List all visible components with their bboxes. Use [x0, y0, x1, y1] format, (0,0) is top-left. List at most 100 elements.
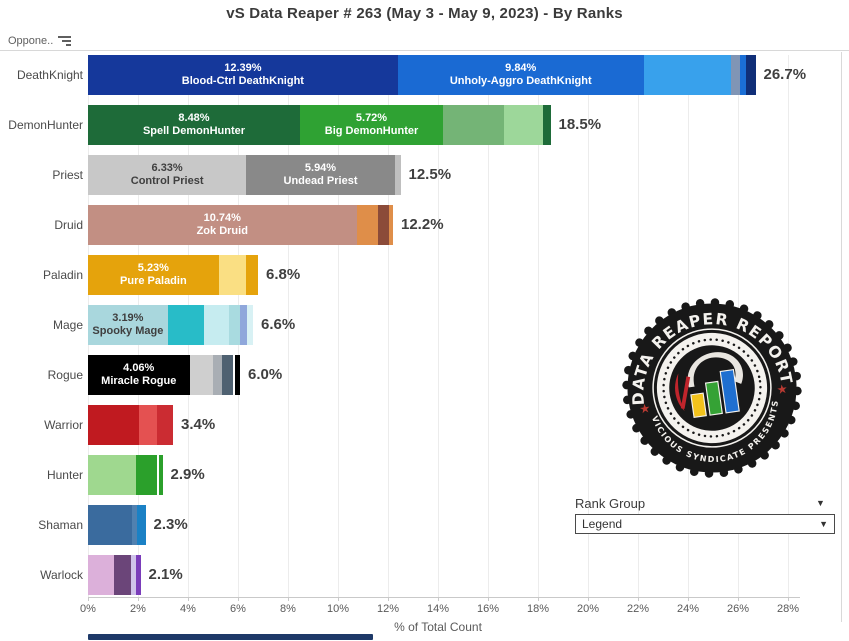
bar-segment[interactable]	[130, 555, 136, 595]
bar-segment[interactable]	[246, 255, 258, 295]
tick-mark	[238, 597, 239, 601]
bar-segment[interactable]	[218, 255, 247, 295]
x-tick-label: 2%	[130, 603, 146, 615]
bar-row: 10.74% Zok Druid 12.2%	[88, 205, 444, 245]
bar-segment[interactable]	[136, 505, 146, 545]
bar-segment[interactable]	[88, 455, 136, 495]
x-tick-label: 20%	[576, 603, 600, 615]
class-label: Warrior	[44, 418, 83, 432]
class-label: Warlock	[40, 568, 83, 582]
tick-mark	[88, 597, 89, 601]
bar-segment[interactable]: 5.72% Big DemonHunter	[300, 105, 443, 145]
class-label: Druid	[54, 218, 83, 232]
header-divider	[0, 50, 849, 51]
bar-segment[interactable]	[88, 505, 132, 545]
bar-row: 3.4%	[88, 405, 215, 445]
bar-segment-label: 8.48% Spell DemonHunter	[142, 112, 246, 137]
class-label: Paladin	[42, 268, 83, 282]
x-tick-label: 26%	[726, 603, 750, 615]
bar-segment[interactable]: 10.74% Zok Druid	[88, 205, 357, 245]
bar-segment[interactable]	[139, 405, 158, 445]
bar-segment[interactable]	[229, 305, 241, 345]
rank-group-dropdown[interactable]: Legend ▼	[575, 514, 835, 534]
bar-segment[interactable]	[356, 205, 378, 245]
bar-segment[interactable]: 8.48% Spell DemonHunter	[88, 105, 300, 145]
bar-segment[interactable]	[394, 155, 401, 195]
bar-segment[interactable]	[740, 55, 747, 95]
rank-group-chevron-down-icon[interactable]: ▼	[816, 498, 825, 508]
tick-mark	[438, 597, 439, 601]
bar-row: 2.3%	[88, 505, 188, 545]
bar-segment[interactable]: 6.33% Control Priest	[88, 155, 247, 195]
bar-segment[interactable]	[746, 55, 756, 95]
bar-segment[interactable]: 3.19% Spooky Mage	[88, 305, 168, 345]
bar-segment[interactable]	[246, 305, 253, 345]
x-axis-title: % of Total Count	[394, 620, 482, 634]
bar-segment[interactable]	[189, 355, 214, 395]
bar-segment[interactable]	[88, 405, 140, 445]
bar-segment[interactable]	[377, 205, 389, 245]
bar-segment[interactable]	[233, 355, 240, 395]
bar-segment-label: 6.33% Control Priest	[130, 162, 204, 187]
gridline	[588, 55, 589, 597]
bar-segment-label: 9.84% Unholy-Aggro DeathKnight	[449, 62, 592, 87]
bar-segment[interactable]	[504, 105, 543, 145]
bar-total-label: 2.3%	[153, 516, 188, 533]
class-label: DeathKnight	[16, 68, 83, 82]
sort-descending-icon[interactable]	[58, 35, 72, 47]
bar-row: 6.33% Control Priest 5.94% Undead Priest 12.…	[88, 155, 451, 195]
bar-segment[interactable]	[731, 55, 740, 95]
gridline	[638, 55, 639, 597]
class-label: Shaman	[38, 518, 83, 532]
bar-segment[interactable]	[114, 555, 131, 595]
bar-segment[interactable]	[213, 355, 222, 395]
bar-row: 12.39% Blood-Ctrl DeathKnight 9.84% Unholy-…	[88, 55, 806, 95]
bar-segment[interactable]: 12.39% Blood-Ctrl DeathKnight	[88, 55, 398, 95]
opponent-column-header[interactable]: Oppone..	[8, 35, 72, 47]
dropdown-chevron-down-icon: ▼	[819, 519, 828, 529]
bar-segment[interactable]	[135, 455, 157, 495]
tick-mark	[488, 597, 489, 601]
bar-segment[interactable]	[157, 405, 173, 445]
bar-segment[interactable]: 5.23% Pure Paladin	[88, 255, 219, 295]
bar-segment[interactable]	[543, 105, 551, 145]
bar-segment[interactable]	[167, 305, 204, 345]
logo-star-left-icon: ★	[638, 401, 651, 416]
tick-mark	[338, 597, 339, 601]
bar-segment[interactable]	[222, 355, 234, 395]
reaper-hood-icon	[687, 352, 743, 388]
bar-total-label: 18.5%	[558, 116, 602, 133]
bar-segment[interactable]: 4.06% Miracle Rogue	[88, 355, 190, 395]
bar-segment[interactable]	[156, 455, 163, 495]
gridline	[438, 55, 439, 597]
pane-right-border	[841, 52, 842, 622]
bar-row: 2.9%	[88, 455, 205, 495]
gridline	[288, 55, 289, 597]
class-label: Rogue	[47, 368, 83, 382]
gridline	[788, 55, 789, 597]
x-tick-label: 4%	[180, 603, 196, 615]
x-axis-line	[88, 597, 800, 598]
bar-total-label: 2.9%	[170, 466, 205, 483]
bar-segment[interactable]	[135, 555, 141, 595]
x-tick-label: 8%	[280, 603, 296, 615]
bar-segment-label: 10.74% Zok Druid	[196, 212, 248, 237]
bar-segment[interactable]	[131, 505, 137, 545]
bar-total-label: 12.5%	[408, 166, 452, 183]
gridline	[538, 55, 539, 597]
bar-segment-label: 5.23% Pure Paladin	[120, 262, 187, 287]
x-tick-label: 6%	[230, 603, 246, 615]
horizontal-scrollbar-thumb[interactable]	[88, 634, 373, 640]
bar-segment[interactable]	[443, 105, 505, 145]
bar-segment[interactable]	[240, 305, 247, 345]
bar-segment[interactable]	[204, 305, 229, 345]
bar-segment-label: 12.39% Blood-Ctrl DeathKnight	[181, 62, 304, 87]
x-tick-label: 24%	[676, 603, 700, 615]
bar-segment[interactable]	[88, 555, 115, 595]
bar-segment[interactable]: 5.94% Undead Priest	[246, 155, 395, 195]
bar-segment[interactable]	[389, 205, 393, 245]
bar-total-label: 2.1%	[148, 566, 183, 583]
bar-segment[interactable]: 9.84% Unholy-Aggro DeathKnight	[397, 55, 644, 95]
bar-segment[interactable]	[643, 55, 732, 95]
bar-row: 2.1%	[88, 555, 183, 595]
